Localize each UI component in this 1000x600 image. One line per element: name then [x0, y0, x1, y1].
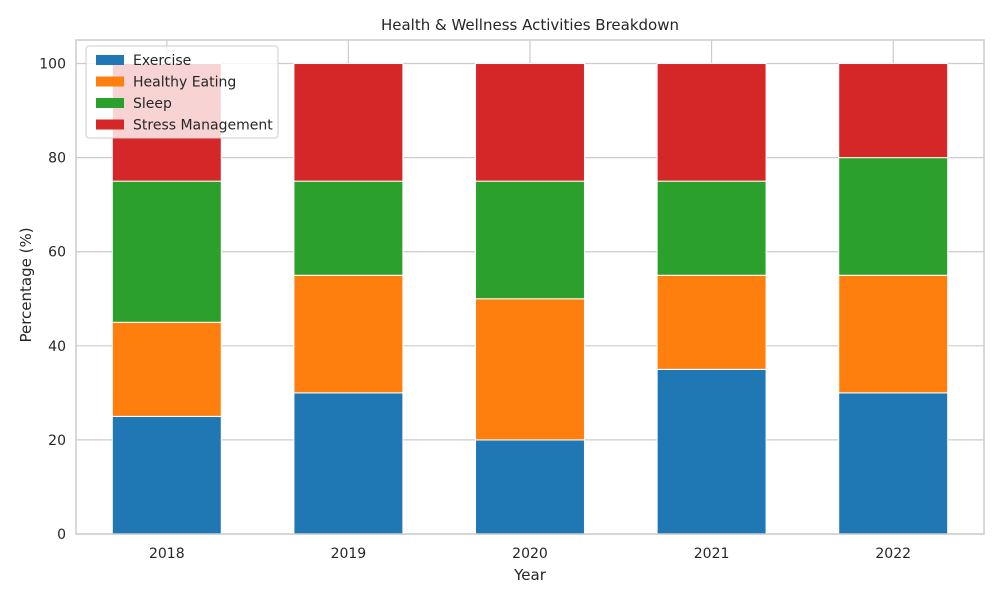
chart-title: Health & Wellness Activities Breakdown: [381, 16, 679, 34]
bar-segment-sleep-2022: [838, 157, 949, 276]
legend-label-stress-management: Stress Management: [133, 118, 273, 134]
legend-label-exercise: Exercise: [133, 53, 191, 69]
plot-frame: [75, 39, 985, 535]
y-tick-label: 20: [48, 433, 66, 449]
bar-segment-healthy-eating-2022: [838, 274, 949, 394]
bar-segment-healthy-eating-2020: [475, 298, 585, 441]
legend-label-sleep: Sleep: [133, 96, 172, 112]
bar-segment-sleep-2019: [293, 180, 404, 276]
bar-segment-sleep-2021: [656, 180, 767, 276]
bar-segment-healthy-eating-2019: [293, 274, 404, 394]
bar-segment-healthy-eating-2018: [111, 321, 222, 417]
legend: Exercise Healthy Eating Sleep Stress Manage…: [85, 45, 279, 139]
legend-swatch-exercise: [96, 55, 124, 65]
x-tick-label: 2019: [331, 546, 367, 562]
y-tick-label: 0: [57, 527, 66, 543]
x-tick-label: 2020: [512, 546, 548, 562]
legend-label-healthy-eating: Healthy Eating: [133, 75, 236, 91]
legend-swatch-stress-management: [96, 119, 124, 130]
axes: [75, 39, 985, 535]
bar-segment-stress-management-2019: [293, 63, 404, 182]
legend-box: [85, 45, 279, 139]
bar-segment-exercise-2018: [111, 415, 222, 535]
y-axis-title: Percentage (%): [17, 227, 35, 342]
y-tick-label: 40: [48, 339, 66, 355]
bar-segment-sleep-2018: [111, 180, 222, 323]
legend-swatch-healthy-eating: [96, 76, 124, 87]
bar-segment-sleep-2020: [475, 180, 585, 300]
y-tick-label: 100: [39, 57, 66, 73]
x-tick-label: 2018: [149, 546, 185, 562]
tick-labels: 0 20 40 60 80 100 2018 2019 2020 2021 2022: [39, 57, 911, 562]
bar-segment-exercise-2022: [838, 392, 949, 535]
bar-segment-stress-management-2021: [656, 63, 767, 182]
bar-segment-exercise-2019: [293, 392, 404, 535]
x-axis-title: Year: [513, 566, 547, 584]
x-tick-label: 2022: [875, 546, 911, 562]
y-tick-label: 60: [48, 245, 66, 261]
bars: [111, 63, 949, 535]
bar-segment-stress-management-2020: [475, 63, 585, 182]
bar-segment-exercise-2021: [656, 368, 767, 535]
x-tick-label: 2021: [694, 546, 730, 562]
bar-segment-stress-management-2022: [838, 63, 949, 159]
legend-swatch-sleep: [96, 98, 124, 108]
y-tick-label: 80: [48, 151, 66, 167]
bar-segment-healthy-eating-2021: [656, 274, 767, 370]
bar-segment-exercise-2020: [475, 439, 585, 535]
